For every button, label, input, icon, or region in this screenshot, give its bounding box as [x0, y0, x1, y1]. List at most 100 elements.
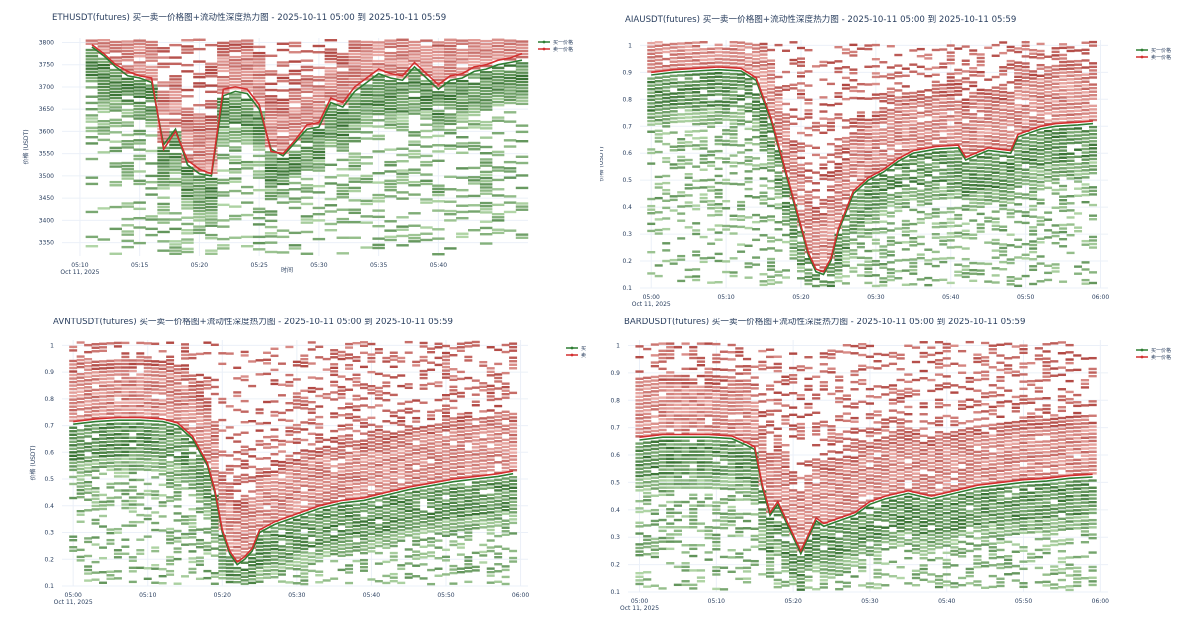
bid-depth-cell [128, 580, 137, 584]
bid-depth-cell [707, 104, 716, 107]
bid-depth-cell [654, 122, 663, 125]
bid-depth-cell [145, 118, 158, 122]
bid-depth-cell [774, 221, 783, 224]
chart-aiausdt[interactable]: AIAUSDT(futures) 买一卖一价格图+流动性深度热力图 - 2025… [600, 0, 1199, 318]
ask-depth-cell [946, 115, 955, 118]
bid-depth-cell [647, 162, 656, 165]
bid-depth-cell [714, 281, 723, 284]
bid-depth-cell [444, 144, 457, 147]
bid-depth-cell [856, 231, 865, 235]
bid-depth-cell [372, 103, 385, 106]
bid-depth-cell [662, 114, 671, 117]
bid-depth-cell [1074, 226, 1083, 229]
bid-depth-cell [456, 204, 469, 207]
bid-depth-cell [408, 90, 421, 94]
ask-depth-cell [796, 117, 805, 121]
bid-depth-cell [744, 106, 753, 109]
bid-depth-cell [324, 144, 338, 148]
bid-depth-cell [692, 207, 701, 211]
bid-depth-cell [654, 133, 663, 136]
ask-depth-cell [312, 113, 326, 116]
bid-depth-cell [136, 440, 145, 443]
bid-depth-cell [684, 144, 693, 148]
ask-depth-cell [336, 83, 350, 87]
chart-avntusdt[interactable]: AVNTUSDT(futures) 买一卖一价格图+流动性深度热力图 - 202… [0, 318, 599, 636]
ask-depth-cell [99, 412, 107, 416]
bid-depth-cell [444, 107, 457, 110]
ask-depth-cell [205, 159, 218, 162]
bid-depth-cell [984, 241, 993, 244]
ask-depth-cell [252, 45, 266, 49]
bid-depth-cell [684, 172, 693, 176]
bid-depth-cell [677, 237, 686, 240]
bid-depth-cell [669, 110, 678, 113]
bid-depth-cell [85, 48, 99, 52]
bid-depth-cell [348, 93, 361, 96]
bid-depth-cell [969, 159, 978, 162]
ask-depth-cell [849, 149, 858, 153]
ask-depth-cell [169, 56, 182, 59]
ask-depth-cell [782, 49, 791, 52]
ask-depth-cell [811, 228, 820, 231]
ask-depth-cell [879, 92, 888, 96]
bid-depth-cell [85, 107, 99, 111]
bid-depth-cell [456, 167, 469, 170]
ask-depth-cell [136, 341, 145, 345]
bid-depth-cell [99, 472, 107, 476]
bid-depth-cell [826, 284, 835, 288]
bid-depth-cell [444, 88, 457, 91]
ask-depth-cell [324, 73, 338, 76]
ask-depth-cell [158, 409, 167, 413]
ask-depth-cell [1021, 94, 1030, 97]
bid-depth-cell [128, 447, 137, 450]
bid-depth-cell [99, 571, 107, 574]
bid-depth-cell [692, 108, 701, 112]
bid-depth-cell [166, 439, 175, 443]
ask-depth-cell [999, 73, 1008, 76]
bid-depth-cell [759, 110, 768, 113]
ask-depth-cell [856, 118, 865, 121]
bid-depth-cell [324, 204, 338, 207]
ask-depth-cell [84, 400, 93, 403]
bid-depth-cell [360, 131, 373, 134]
ask-depth-cell [300, 124, 314, 128]
bid-depth-cell [864, 267, 873, 270]
bid-depth-cell [384, 182, 397, 186]
bid-depth-cell [984, 152, 993, 156]
ask-depth-cell [901, 99, 910, 102]
ask-depth-cell [946, 58, 955, 61]
ask-depth-cell [136, 380, 145, 383]
ask-depth-cell [782, 70, 791, 74]
bid-depth-cell [946, 161, 955, 164]
bid-depth-cell [133, 86, 146, 89]
bid-depth-cell [456, 79, 469, 83]
ask-depth-cell [647, 66, 656, 70]
bid-depth-cell [767, 155, 776, 158]
ask-depth-cell [1081, 52, 1090, 55]
ask-depth-cell [1021, 80, 1030, 83]
x-tick-label: 05:20 [792, 294, 809, 301]
bid-depth-cell [360, 124, 373, 128]
bid-depth-cell [1074, 155, 1083, 158]
bid-depth-cell [931, 197, 940, 200]
bid-depth-cell [229, 180, 242, 183]
chart-ethusdt[interactable]: ETHUSDT(futures) 买一卖一价格图+流动性深度热力图 - 2025… [0, 0, 599, 318]
ask-depth-cell [491, 57, 505, 60]
bid-depth-cell [479, 170, 493, 174]
bid-depth-cell [849, 252, 858, 256]
ask-depth-cell [1059, 71, 1068, 74]
bid-depth-cell [804, 268, 813, 272]
ask-depth-cell [169, 75, 182, 78]
ask-depth-cell [312, 97, 326, 101]
ask-depth-cell [181, 39, 194, 42]
ask-depth-cell [961, 80, 970, 84]
ask-depth-cell [181, 129, 194, 132]
ask-depth-cell [961, 102, 970, 105]
bid-depth-cell [151, 563, 160, 567]
ask-depth-cell [1036, 106, 1045, 109]
ask-depth-cell [479, 49, 493, 52]
ask-depth-cell [503, 39, 517, 42]
bid-depth-cell [901, 205, 910, 209]
